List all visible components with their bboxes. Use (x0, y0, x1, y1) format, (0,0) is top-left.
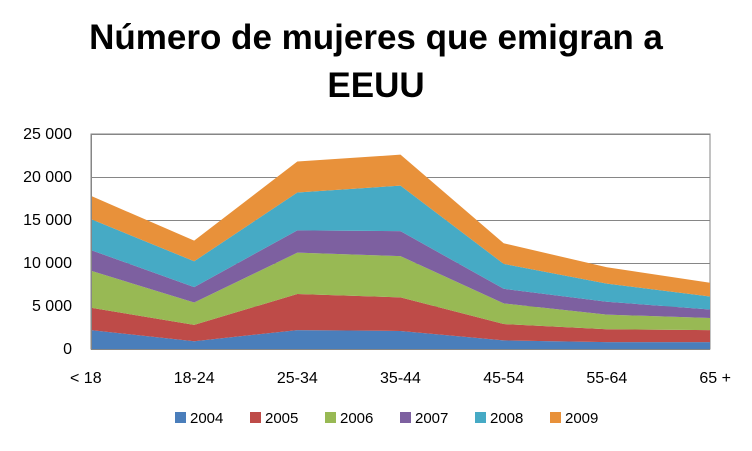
y-tick-label: 10 000 (23, 255, 72, 272)
chart-title-line-2: EEUU (327, 66, 425, 105)
x-tick-label: 45-54 (483, 370, 524, 387)
legend-swatch-2007 (400, 412, 411, 423)
legend-swatch-2009 (550, 412, 561, 423)
x-tick-label: < 18 (70, 370, 102, 387)
legend-label-2007: 2007 (415, 410, 448, 427)
chart-title: Número de mujeres que emigran a EEUU (0, 14, 752, 110)
y-tick-label: 15 000 (23, 212, 72, 229)
y-tick-label: 0 (63, 341, 72, 358)
y-tick-label: 5 000 (32, 298, 72, 315)
legend-swatch-2006 (325, 412, 336, 423)
area-series-2004 (91, 330, 710, 349)
area-series-2007 (91, 230, 710, 319)
legend-swatch-2008 (475, 412, 486, 423)
legend-label-2008: 2008 (490, 410, 523, 427)
area-series-2009 (91, 154, 710, 297)
legend-swatch-2004 (175, 412, 186, 423)
area-series-2008 (91, 185, 710, 310)
y-tick-label: 25 000 (23, 126, 72, 143)
x-tick-label: 25-34 (277, 370, 318, 387)
x-tick-label: 35-44 (380, 370, 421, 387)
chart-title-line-1: Número de mujeres que emigran a (89, 18, 663, 57)
legend-label-2009: 2009 (565, 410, 598, 427)
x-tick-label: 18-24 (174, 370, 215, 387)
legend-label-2005: 2005 (265, 410, 298, 427)
legend-label-2004: 2004 (190, 410, 223, 427)
legend-swatch-2005 (250, 412, 261, 423)
area-series-2005 (91, 293, 710, 343)
x-tick-label: 55-64 (586, 370, 627, 387)
legend-label-2006: 2006 (340, 410, 373, 427)
y-tick-label: 20 000 (23, 169, 72, 186)
area-series-2006 (91, 252, 710, 331)
x-tick-label: 65 + (699, 370, 731, 387)
